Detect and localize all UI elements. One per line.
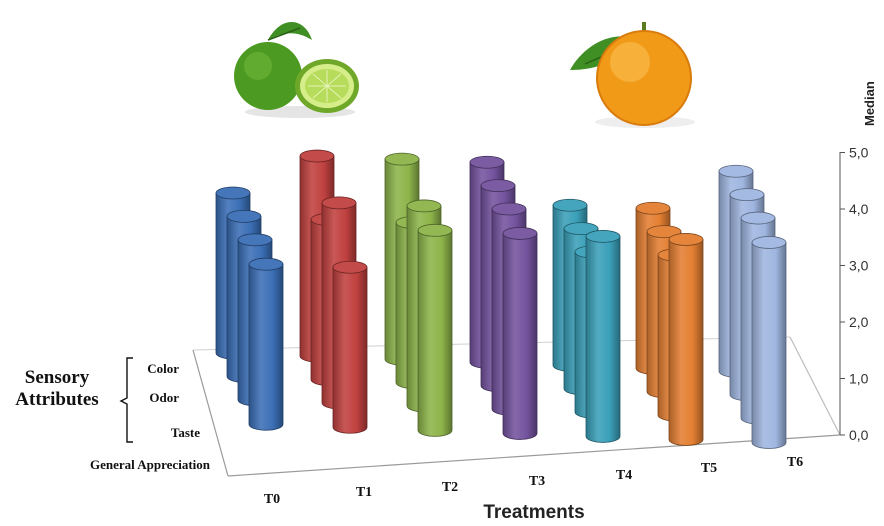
x-tick-label: T3 [529, 474, 545, 489]
attribute-label: General Appreciation [90, 457, 211, 472]
y-tick-label: 2,0 [849, 314, 869, 330]
x-tick-label: T4 [616, 468, 632, 483]
x-tick-label: T5 [701, 461, 717, 476]
attribute-label: Odor [149, 390, 179, 405]
bars [215, 149, 787, 449]
y-tick-label: 3,0 [849, 258, 869, 274]
bar-T0-general-appreciation [248, 257, 284, 431]
x-tick-label: T6 [787, 455, 803, 470]
y-tick-label: 1,0 [849, 371, 869, 387]
z-axis-title-line2: Attributes [15, 389, 98, 410]
x-tick-label: T0 [264, 492, 280, 507]
bar-T4-general-appreciation [585, 230, 621, 443]
x-axis-title: Treatments [483, 502, 584, 521]
bar-T6-general-appreciation [751, 236, 787, 449]
attribute-bracket [119, 357, 133, 443]
y-tick-label: 0,0 [849, 427, 869, 443]
x-tick-label: T1 [356, 485, 372, 500]
bar-T2-general-appreciation [417, 223, 453, 437]
lime-icon [234, 21, 359, 118]
bar-T1-general-appreciation [332, 260, 368, 434]
bar-T3-general-appreciation [502, 227, 538, 440]
y-axis-title: Median [862, 81, 877, 126]
attribute-label: Color [147, 361, 179, 376]
y-axis: 0,0 1,0 2,0 3,0 4,0 5,0 [840, 145, 869, 443]
attribute-labels: Color Odor Taste General Appreciation [90, 361, 211, 472]
orange-icon [570, 22, 695, 128]
x-tick-label: T2 [442, 480, 458, 495]
x-axis-labels: T0 T1 T2 T3 T4 T5 T6 [264, 455, 803, 507]
bar-T5-general-appreciation [668, 233, 704, 446]
z-axis-title-line1: Sensory [25, 367, 90, 388]
y-tick-label: 4,0 [849, 201, 869, 217]
attribute-label: Taste [171, 425, 200, 440]
y-tick-label: 5,0 [849, 145, 869, 161]
